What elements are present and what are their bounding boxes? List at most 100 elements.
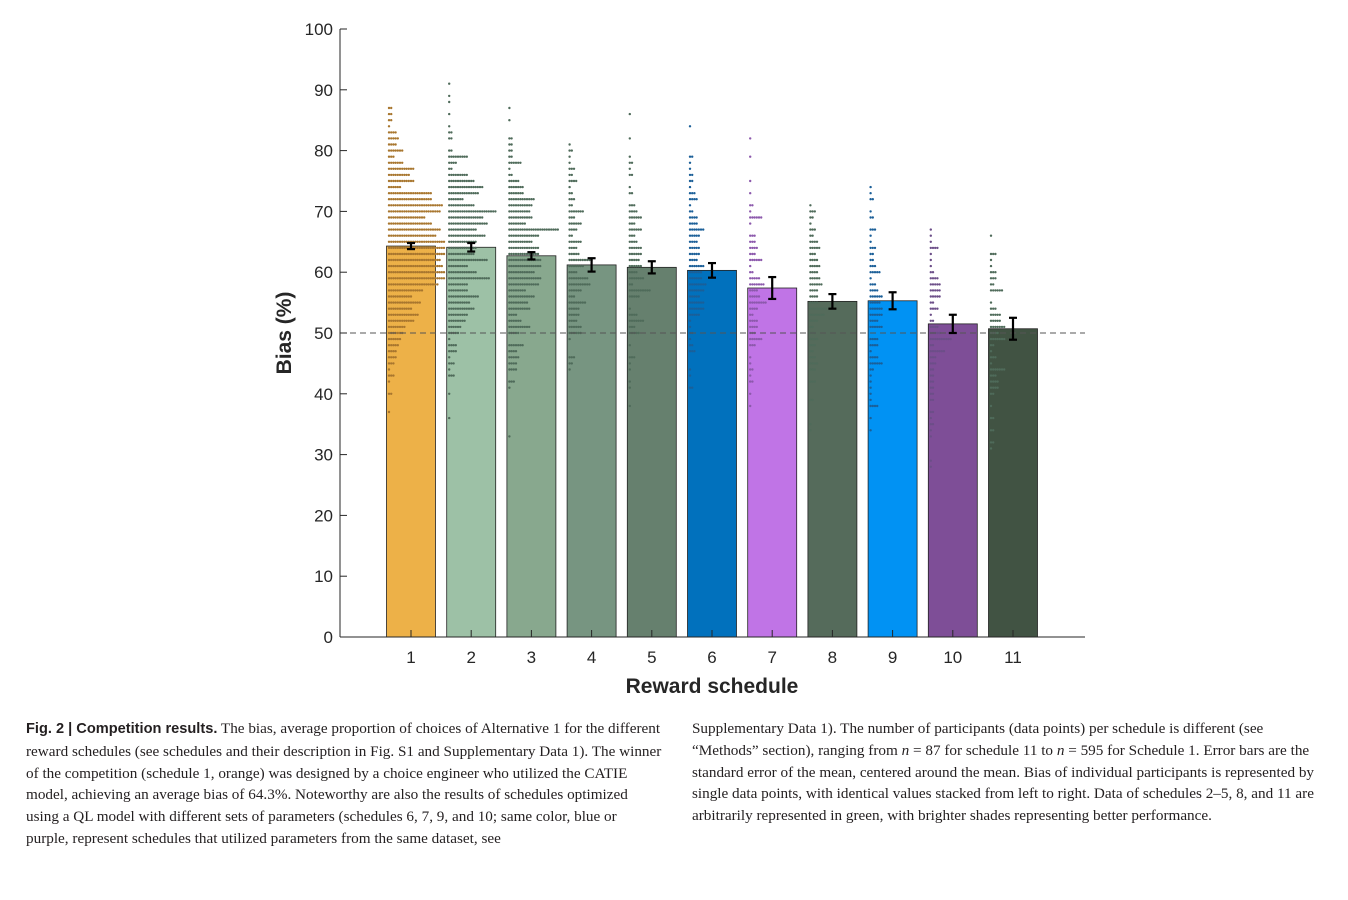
participant-dot xyxy=(628,185,631,189)
participant-dot xyxy=(929,301,932,304)
participant-dot xyxy=(628,258,631,262)
participant-dot xyxy=(579,301,582,304)
participant-dot xyxy=(416,277,419,280)
participant-dot xyxy=(929,271,932,274)
participant-dot xyxy=(528,271,531,274)
participant-dot xyxy=(438,240,441,243)
participant-dot xyxy=(463,319,466,322)
participant-dot xyxy=(521,277,524,280)
participant-dot xyxy=(869,283,872,286)
participant-dot xyxy=(459,319,462,322)
participant-dot xyxy=(530,264,533,268)
participant-dot xyxy=(454,319,457,322)
participant-dot xyxy=(688,337,692,341)
participant-dot xyxy=(450,173,453,177)
participant-dot xyxy=(572,356,576,359)
participant-dot xyxy=(403,295,406,298)
participant-dot xyxy=(630,295,634,298)
participant-dot xyxy=(940,337,943,341)
participant-dot xyxy=(429,264,432,268)
participant-dot xyxy=(813,277,816,280)
participant-dot xyxy=(517,222,520,225)
participant-dot xyxy=(989,404,993,408)
participant-dot xyxy=(465,210,468,213)
participant-dot xyxy=(871,246,874,250)
participant-dot xyxy=(688,368,692,371)
participant-dot xyxy=(387,319,391,322)
participant-dot xyxy=(436,258,439,262)
participant-dot xyxy=(459,210,462,213)
participant-dot xyxy=(405,204,408,207)
participant-dot xyxy=(635,258,638,262)
participant-dot xyxy=(438,271,441,274)
participant-dot xyxy=(938,295,941,298)
participant-dot xyxy=(635,277,638,280)
participant-dot xyxy=(401,161,404,164)
participant-dot xyxy=(688,271,692,274)
error-bar-schedule-10 xyxy=(948,313,957,335)
participant-dot xyxy=(463,210,466,213)
participant-dot xyxy=(539,264,542,268)
error-bar-schedule-2 xyxy=(467,241,476,253)
participant-dot xyxy=(871,216,874,219)
error-bar-schedule-6 xyxy=(708,261,716,279)
participant-dot xyxy=(390,362,393,365)
participant-dot xyxy=(695,222,698,225)
participant-dot xyxy=(407,289,410,292)
participant-dot xyxy=(423,240,426,243)
participant-dot xyxy=(822,307,825,310)
participant-dot xyxy=(693,258,696,262)
participant-dot xyxy=(517,216,520,219)
caption-column-right: Supplementary Data 1). The number of par… xyxy=(692,718,1326,850)
participant-dot xyxy=(454,344,457,347)
participant-dot xyxy=(456,155,460,158)
participant-dot xyxy=(467,295,471,298)
participant-dot xyxy=(405,283,408,286)
participant-dot xyxy=(628,404,631,408)
participant-dot xyxy=(691,252,694,256)
participant-dot xyxy=(525,228,529,231)
participant-dot xyxy=(448,374,451,377)
participant-dot xyxy=(514,350,518,353)
participant-dot xyxy=(394,143,397,146)
participant-dot xyxy=(418,252,421,256)
participant-dot xyxy=(390,149,393,152)
participant-dot xyxy=(508,325,511,329)
participant-dot xyxy=(425,277,428,280)
participant-dot xyxy=(519,271,522,274)
participant-dot xyxy=(929,319,932,322)
participant-dot xyxy=(528,283,531,286)
participant-dot xyxy=(813,295,816,298)
participant-dot xyxy=(394,137,397,140)
participant-dot xyxy=(412,277,415,280)
participant-dots-schedule-11 xyxy=(989,234,1006,450)
participant-dot xyxy=(390,119,393,122)
participant-dot xyxy=(528,216,531,219)
participant-dot xyxy=(416,222,419,225)
participant-dot xyxy=(425,246,428,250)
participant-dot xyxy=(470,204,473,207)
participant-dot xyxy=(519,210,522,213)
participant-dot xyxy=(688,204,692,207)
participant-dot xyxy=(412,289,415,292)
participant-dot xyxy=(869,356,872,359)
participant-dot xyxy=(440,246,443,250)
participant-dot xyxy=(697,271,700,274)
participant-dot xyxy=(809,289,812,292)
participant-dot xyxy=(396,331,399,335)
participant-dot xyxy=(989,264,993,268)
participant-dot xyxy=(628,356,631,359)
participant-dot xyxy=(427,283,430,286)
participant-dot xyxy=(873,301,877,304)
participant-dot xyxy=(398,301,402,304)
participant-dot xyxy=(628,307,631,310)
participant-dot xyxy=(633,271,636,274)
participant-dot xyxy=(693,289,696,292)
participant-dot xyxy=(452,295,455,298)
participant-dot xyxy=(749,380,752,383)
participant-dot xyxy=(528,277,531,280)
participant-dot xyxy=(478,277,482,280)
participant-dot xyxy=(929,386,932,389)
participant-dot xyxy=(392,289,395,292)
participant-dot xyxy=(568,240,571,243)
